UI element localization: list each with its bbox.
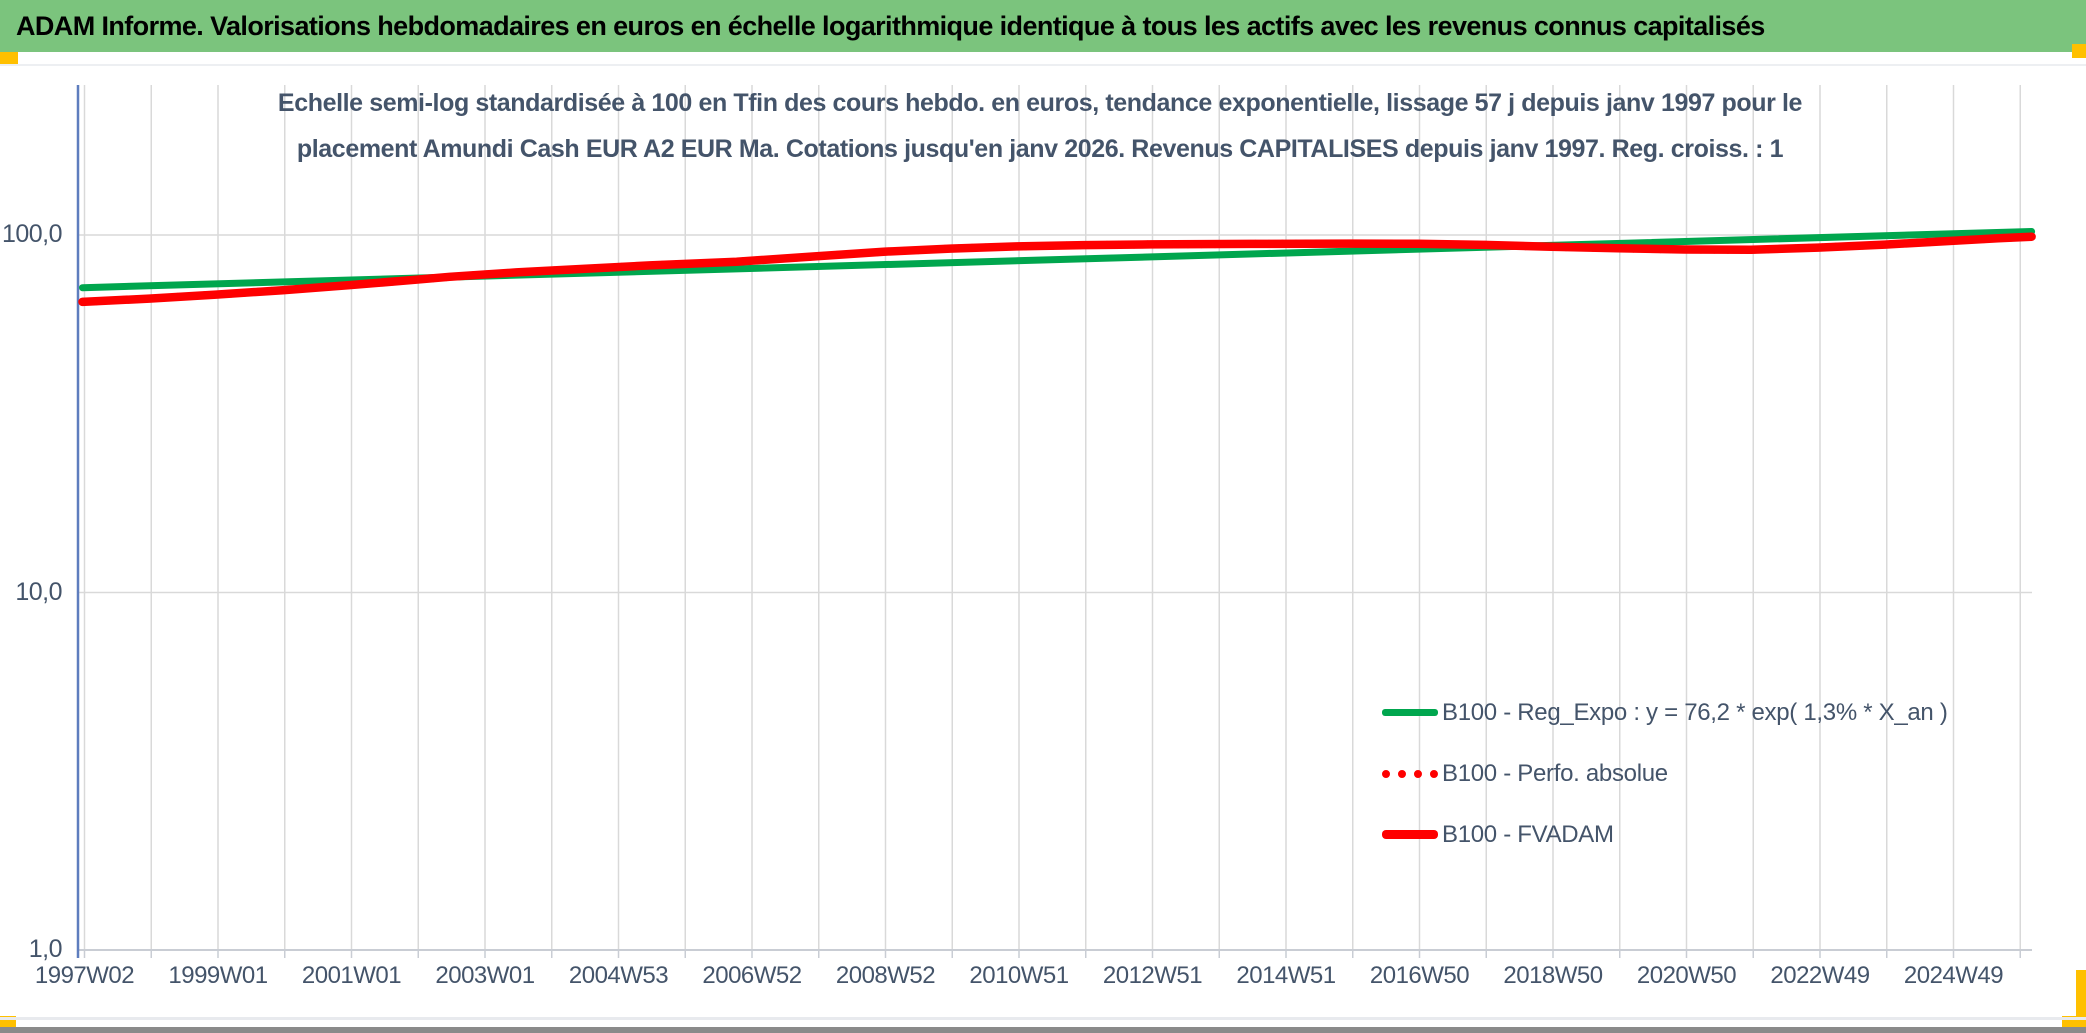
- y-axis-label: 1,0: [28, 935, 63, 963]
- legend: B100 - Reg_Expo : y = 76,2 * exp( 1,3% *…: [1382, 682, 1948, 865]
- legend-item-perfo-absolue: B100 - Perfo. absolue: [1382, 743, 1948, 804]
- x-axis-label: 2016W50: [1369, 962, 1470, 989]
- legend-label: B100 - FVADAM: [1442, 820, 1614, 848]
- chart-title-line2: placement Amundi Cash EUR A2 EUR Ma. Cot…: [296, 135, 1784, 163]
- legend-item-fvadam: B100 - FVADAM: [1382, 804, 1948, 865]
- legend-label: B100 - Reg_Expo : y = 76,2 * exp( 1,3% *…: [1442, 698, 1948, 726]
- x-axis-label: 2020W50: [1636, 962, 1737, 989]
- legend-marker-fvadam: [1382, 830, 1438, 839]
- corner-accent-bottom-right-strip: [2076, 970, 2086, 1022]
- x-axis-label: 2012W51: [1102, 962, 1203, 989]
- x-axis-label: 2024W49: [1903, 962, 2004, 989]
- x-axis-label: 2022W49: [1770, 962, 1870, 989]
- bottom-gray-bar: [0, 1027, 2086, 1033]
- legend-item-reg-expo: B100 - Reg_Expo : y = 76,2 * exp( 1,3% *…: [1382, 682, 1948, 743]
- chart-title: Echelle semi-log standardisée à 100 en T…: [60, 80, 2020, 172]
- y-axis-label: 10,0: [15, 577, 62, 606]
- y-axis-label: 100,0: [1, 220, 63, 248]
- banner-title: ADAM Informe. Valorisations hebdomadaire…: [16, 10, 1765, 41]
- corner-accent-top-right: [2072, 44, 2086, 58]
- legend-marker-reg-expo: [1382, 709, 1438, 716]
- chart-title-line1: Echelle semi-log standardisée à 100 en T…: [277, 89, 1803, 117]
- x-axis-label: 2001W01: [301, 962, 402, 989]
- series-line-fvadam: [78, 232, 2036, 307]
- x-axis-label: 2018W50: [1503, 962, 1603, 989]
- legend-marker-perfo-absolue: [1382, 769, 1438, 778]
- top-banner: ADAM Informe. Valorisations hebdomadaire…: [0, 0, 2086, 52]
- x-axis-label: 2003W01: [435, 962, 535, 989]
- legend-label: B100 - Perfo. absolue: [1442, 759, 1668, 787]
- x-axis-label: 2004W53: [568, 962, 669, 989]
- bottom-divider-line: [0, 1017, 2086, 1020]
- x-axis-label: 2006W52: [702, 962, 802, 989]
- top-divider-line: [0, 64, 2086, 66]
- corner-accent-top-left: [0, 52, 18, 65]
- x-axis-label: 2010W51: [969, 962, 1069, 989]
- x-axis-label: 1999W01: [168, 962, 268, 989]
- x-axis-label: 2008W52: [835, 962, 936, 989]
- x-axis-label: 1997W02: [34, 962, 135, 989]
- x-axis-label: 2014W51: [1236, 962, 1336, 989]
